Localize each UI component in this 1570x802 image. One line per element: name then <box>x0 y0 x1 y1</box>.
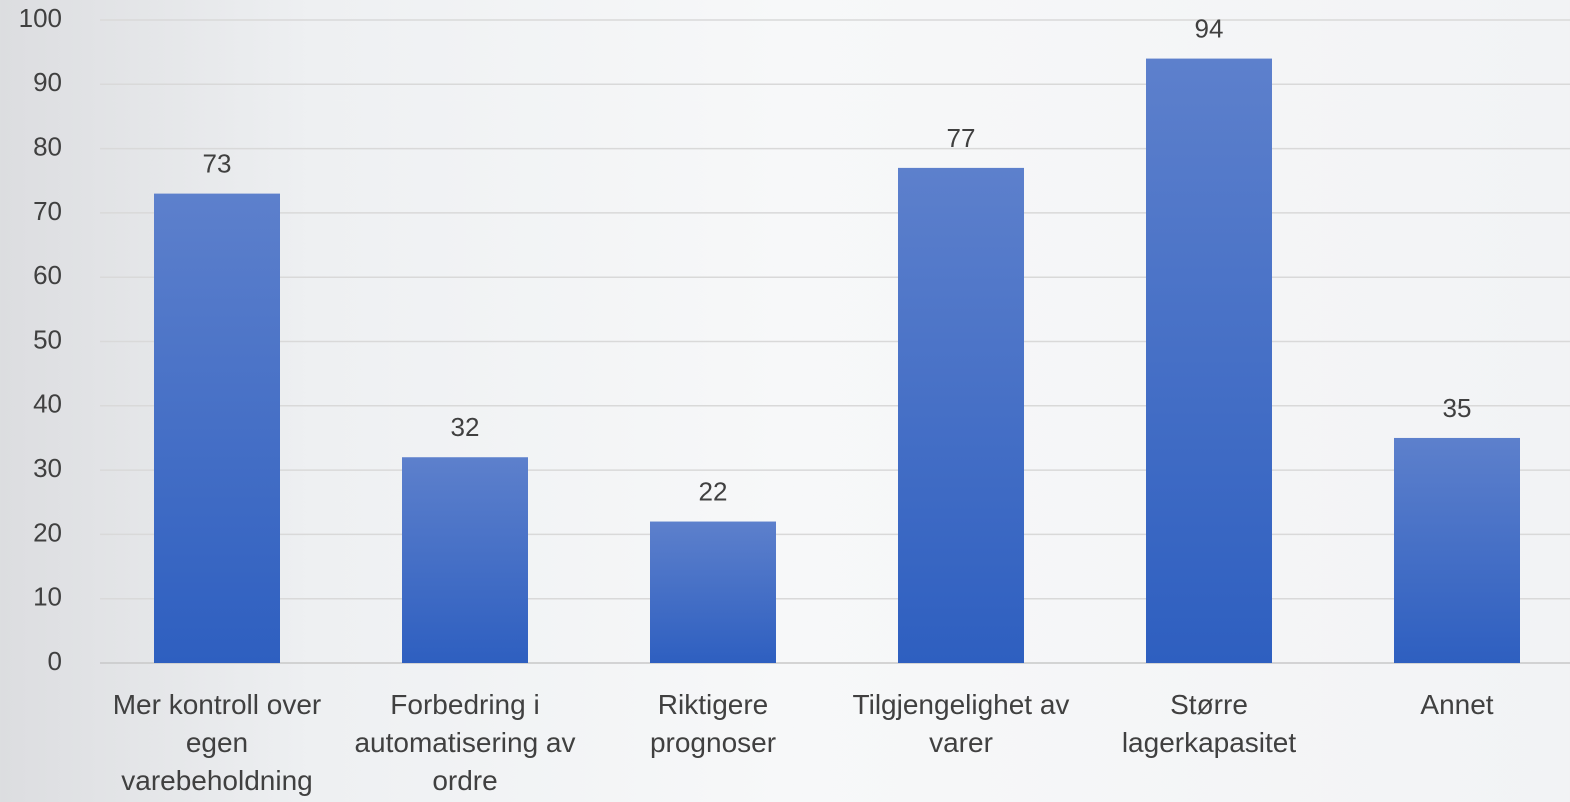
x-tick-label: Mer kontroll over egen varebeholdning <box>112 689 322 796</box>
bar <box>1146 58 1272 663</box>
bar <box>154 193 280 664</box>
data-label: 73 <box>203 148 232 178</box>
y-tick-label: 50 <box>33 324 62 354</box>
x-tick-label: Annet <box>1420 689 1494 720</box>
data-label: 35 <box>1443 393 1472 423</box>
bar <box>1394 437 1520 663</box>
x-tick-label: Tilgjengelighet av varer <box>852 689 1070 758</box>
bar <box>402 457 528 663</box>
y-tick-label: 100 <box>19 3 62 33</box>
y-tick-label: 90 <box>33 67 62 97</box>
data-label: 22 <box>699 476 728 506</box>
y-tick-label: 0 <box>48 646 62 676</box>
y-tick-label: 10 <box>33 582 62 612</box>
x-tick-label: Større lagerkapasitet <box>1121 689 1297 758</box>
data-label: 32 <box>451 412 480 442</box>
bar <box>650 521 776 663</box>
y-tick-label: 80 <box>33 131 62 161</box>
bar <box>898 167 1024 663</box>
y-tick-label: 40 <box>33 389 62 419</box>
y-tick-label: 30 <box>33 453 62 483</box>
y-tick-label: 20 <box>33 517 62 547</box>
x-tick-label: Forbedring i automatisering av ordre <box>354 689 576 796</box>
data-label: 94 <box>1195 13 1224 43</box>
x-tick-label: Riktigere prognoser <box>649 689 777 758</box>
data-label: 77 <box>947 123 976 153</box>
y-tick-label: 70 <box>33 196 62 226</box>
y-tick-label: 60 <box>33 260 62 290</box>
